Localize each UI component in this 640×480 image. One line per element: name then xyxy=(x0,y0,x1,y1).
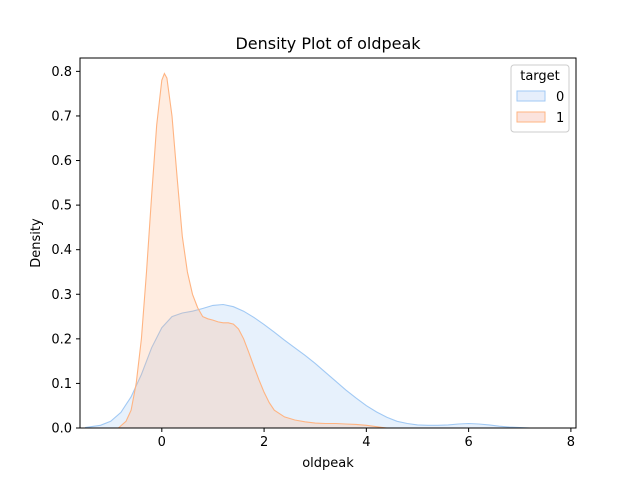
y-tick-label: 0.3 xyxy=(51,288,72,303)
x-axis: 0 2 4 6 8 xyxy=(158,428,575,450)
legend-swatch-0 xyxy=(516,90,546,102)
y-tick-label: 0.0 xyxy=(51,422,72,437)
legend-swatch-1 xyxy=(516,111,546,123)
x-tick-label: 2 xyxy=(260,435,268,450)
y-tick-label: 0.7 xyxy=(51,109,72,124)
density-line-target-0 xyxy=(85,303,531,429)
density-line-target-1 xyxy=(118,72,387,429)
legend-title: target xyxy=(520,69,560,84)
x-axis-label: oldpeak xyxy=(302,456,354,471)
x-tick-label: 8 xyxy=(567,435,575,450)
chart-title: Density Plot of oldpeak xyxy=(235,34,421,53)
y-tick-label: 0.2 xyxy=(51,332,72,347)
legend-label-0: 0 xyxy=(556,90,564,105)
y-tick-label: 0.1 xyxy=(51,377,72,392)
legend: target 0 1 xyxy=(510,64,570,133)
y-tick-label: 0.8 xyxy=(51,65,72,80)
plot-area xyxy=(85,72,531,429)
y-axis: 0.0 0.1 0.2 0.3 0.4 0.5 0.6 0.7 0.8 xyxy=(51,65,80,437)
y-axis-label: Density xyxy=(29,218,44,268)
density-area-target-1 xyxy=(118,73,387,428)
y-tick-label: 0.6 xyxy=(51,154,72,169)
x-tick-label: 4 xyxy=(362,435,370,450)
density-area-target-0 xyxy=(85,304,530,428)
y-tick-label: 0.5 xyxy=(51,199,72,214)
legend-label-1: 1 xyxy=(556,111,564,126)
y-tick-label: 0.4 xyxy=(51,243,72,258)
x-tick-label: 6 xyxy=(464,435,472,450)
x-tick-label: 0 xyxy=(158,435,166,450)
axes-frame xyxy=(79,57,577,429)
